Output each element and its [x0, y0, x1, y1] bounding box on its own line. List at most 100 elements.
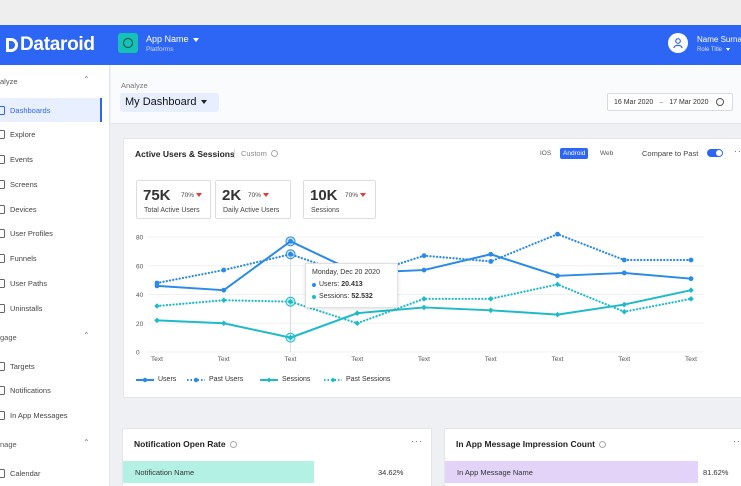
platform-ios[interactable]: IOS	[540, 150, 552, 157]
date-from: 16 Mar 2020	[614, 98, 654, 106]
down-arrow-icon	[263, 193, 270, 197]
sidebar: alyze ⌃ Dashboards Explore Events Screen…	[0, 65, 110, 486]
compare-toggle[interactable]	[707, 149, 723, 157]
kpi-label: Total Active Users	[144, 207, 200, 214]
screens-icon	[0, 179, 5, 189]
data-point	[554, 311, 561, 318]
breadcrumb[interactable]: Analyze	[121, 81, 148, 90]
sidebar-item-calendar[interactable]: Calendar	[0, 461, 102, 485]
chevron-up-icon[interactable]: ⌃	[83, 75, 90, 84]
kpi-value: 75K	[143, 187, 171, 204]
x-tick-label: Text	[285, 356, 297, 363]
data-point	[621, 301, 628, 308]
x-tick-label: Text	[618, 356, 630, 363]
data-point	[688, 287, 694, 293]
card-title: Active Users & Sessions	[135, 149, 235, 159]
section-analyze[interactable]: alyze	[0, 77, 18, 86]
legend-past-users[interactable]: Past Users	[187, 376, 243, 383]
legend-sessions[interactable]: Sessions	[260, 376, 310, 383]
dashboard-icon	[0, 105, 5, 115]
y-tick-label: 80	[136, 235, 144, 242]
sidebar-item-targets[interactable]: Targets	[0, 354, 102, 378]
data-point	[488, 259, 494, 264]
chevron-up-icon[interactable]: ⌃	[83, 331, 90, 340]
data-point	[555, 273, 560, 279]
info-icon[interactable]	[270, 150, 278, 157]
data-point	[688, 296, 694, 302]
sidebar-item-dashboards[interactable]: Dashboards	[0, 98, 102, 122]
hover-point	[285, 236, 296, 247]
logo-icon	[6, 38, 18, 52]
card-title: In App Message Impression Count	[456, 439, 607, 449]
custom-filter[interactable]: Custom	[234, 149, 278, 158]
sidebar-item-explore[interactable]: Explore	[0, 122, 102, 146]
data-point	[621, 308, 628, 315]
y-tick-label: 0	[136, 350, 140, 357]
legend-users[interactable]: Users	[136, 376, 176, 383]
data-point	[287, 334, 294, 341]
sidebar-item-in-app-messages[interactable]: In App Messages	[0, 403, 102, 427]
chevron-down-icon	[200, 100, 207, 105]
user-avatar[interactable]	[668, 33, 688, 53]
more-icon[interactable]: ···	[733, 436, 741, 446]
data-point	[421, 304, 427, 311]
x-tick-label: Text	[485, 356, 497, 363]
table-row[interactable]: In App Message Name 81.62%	[445, 461, 741, 483]
logo[interactable]: Dataroid	[6, 34, 95, 56]
data-point	[688, 257, 694, 263]
info-icon[interactable]	[599, 441, 607, 448]
date-to: 17 Mar 2020	[669, 98, 709, 106]
more-icon[interactable]: ···	[411, 436, 423, 446]
sidebar-item-devices[interactable]: Devices	[0, 197, 102, 221]
app-icon[interactable]	[118, 33, 138, 53]
platform-web[interactable]: Web	[600, 150, 614, 157]
devices-icon	[0, 204, 5, 214]
legend-past-sessions[interactable]: Past Sessions	[324, 376, 390, 383]
sidebar-item-uninstalls[interactable]: Uninstalls	[0, 296, 102, 320]
tooltip-date: Monday, Dec 20 2020	[312, 269, 380, 276]
data-point	[220, 320, 227, 327]
down-arrow-icon	[196, 193, 203, 197]
sidebar-item-funnels[interactable]: Funnels	[0, 246, 102, 270]
app-selector[interactable]: App Name	[146, 34, 199, 44]
card-title: Notification Open Rate	[134, 439, 237, 449]
section-manage[interactable]: nage	[0, 440, 17, 449]
data-point	[288, 238, 293, 244]
date-range-picker[interactable]: 16 Mar 2020 – 17 Mar 2020	[607, 93, 733, 111]
x-tick-label: Text	[151, 356, 163, 363]
funnel-icon	[0, 253, 5, 263]
hover-point	[285, 332, 296, 343]
x-tick-label: Text	[351, 356, 363, 363]
series-line-past-users	[155, 233, 693, 285]
kpi-change: 70%	[181, 192, 203, 199]
more-icon[interactable]: ···	[734, 146, 741, 156]
data-point	[621, 270, 627, 276]
user-name[interactable]: Name Surna	[697, 35, 741, 44]
sidebar-item-user-profiles[interactable]: User Profiles	[0, 221, 102, 245]
section-engage[interactable]: gage	[0, 333, 17, 342]
kpi-total-active-users: 75K 70% Total Active Users	[136, 180, 211, 219]
chevron-up-icon[interactable]: ⌃	[83, 438, 90, 447]
sidebar-item-screens[interactable]: Screens	[0, 172, 102, 196]
active-users-sessions-card: Active Users & Sessions Custom IOS Andro…	[123, 138, 741, 398]
y-tick-label: 60	[136, 263, 144, 270]
x-tick-label: Text	[418, 356, 430, 363]
info-icon[interactable]	[229, 441, 237, 448]
dashboard-selector[interactable]: My Dashboard	[120, 93, 219, 112]
row-label: Notification Name	[135, 468, 195, 477]
sidebar-item-events[interactable]: Events	[0, 147, 102, 171]
data-point	[154, 303, 160, 309]
app-name: App Name	[146, 34, 189, 44]
data-point	[221, 267, 227, 273]
user-profiles-icon	[0, 228, 5, 238]
kpi-daily-active-users: 2K 70% Daily Active Users	[215, 180, 291, 219]
series-line-past-sessions	[155, 283, 693, 325]
line-chart: 0 20 40 60 80 Text Text Text Text Text Text Text Tex…	[136, 231, 704, 363]
platform-android[interactable]: Android	[560, 148, 589, 159]
page-title: My Dashboard	[125, 96, 197, 108]
data-point	[421, 253, 427, 259]
sidebar-item-user-paths[interactable]: User Paths	[0, 271, 102, 295]
role-selector[interactable]: Role Title	[697, 47, 731, 53]
table-row[interactable]: Notification Name 34.62%	[123, 461, 431, 483]
sidebar-item-notifications[interactable]: Notifications	[0, 378, 102, 402]
